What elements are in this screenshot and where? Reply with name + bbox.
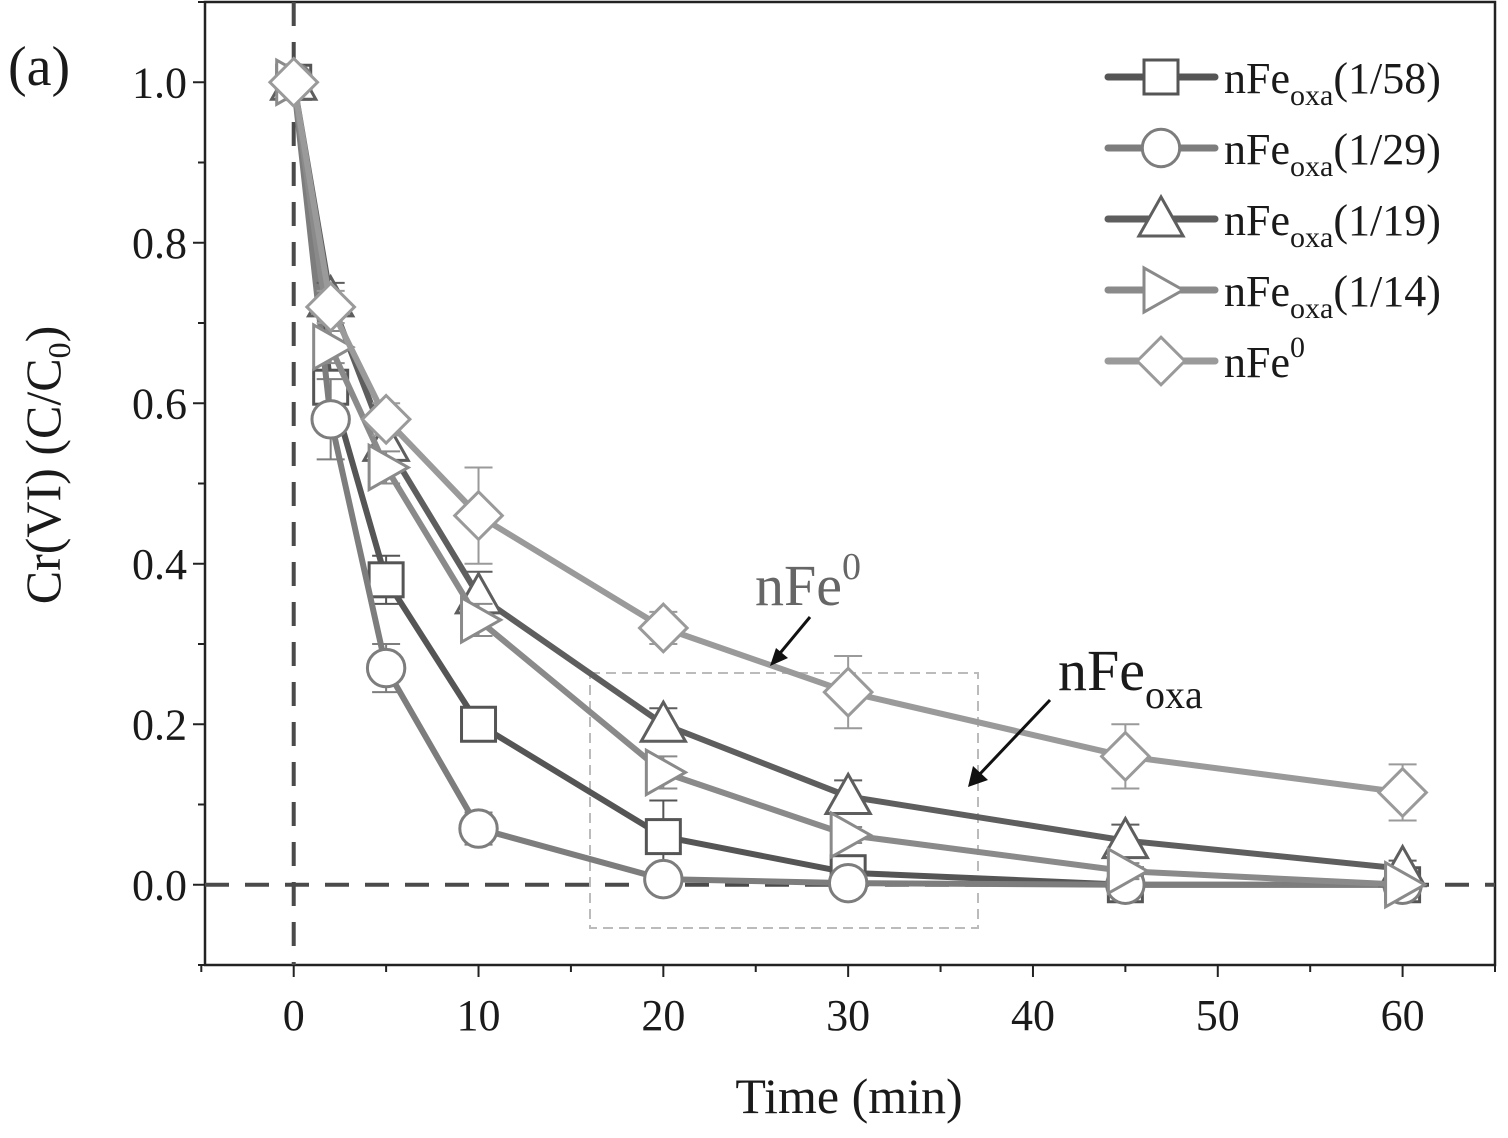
legend-label-main: nFe xyxy=(1224,338,1290,387)
x-tick-label: 30 xyxy=(826,991,870,1040)
annotation-main: nFe xyxy=(755,553,842,618)
legend-entry: nFeoxa(1/19) xyxy=(1104,193,1441,254)
data-point xyxy=(458,808,499,849)
legend-label-suffix: (1/14) xyxy=(1333,267,1441,316)
arrow-nfe0 xyxy=(774,616,812,659)
y-tick-label: 0.6 xyxy=(132,379,187,428)
data-point xyxy=(365,647,407,689)
panel-label: (a) xyxy=(8,36,70,98)
legend-entry: nFeoxa(1/58) xyxy=(1104,54,1441,112)
annotation-sub: oxa xyxy=(1145,672,1203,717)
legend-label-suffix: (1/19) xyxy=(1333,196,1441,245)
data-point xyxy=(1376,766,1429,819)
legend-label-main: nFe xyxy=(1224,267,1290,316)
annotation-main: nFe xyxy=(1058,638,1145,703)
arrowhead-nfe0 xyxy=(770,648,788,666)
y-tick-label: 0.0 xyxy=(132,861,187,910)
series-triangle-up xyxy=(269,57,1428,888)
data-point xyxy=(312,322,356,372)
legend: nFeoxa(1/58)nFeoxa(1/29)nFeoxa(1/19)nFeo… xyxy=(1104,54,1441,387)
series-line xyxy=(290,81,1403,796)
annotation-sup: 0 xyxy=(842,546,861,588)
data-point xyxy=(823,771,873,815)
y-axis-label: Cr(VI) (C/C0) xyxy=(15,326,77,604)
y-tick-label: 0.8 xyxy=(132,219,187,268)
data-point xyxy=(267,56,320,109)
series-line xyxy=(290,81,1403,888)
data-point xyxy=(360,393,413,446)
x-tick-label: 40 xyxy=(1011,991,1055,1040)
data-point xyxy=(1099,730,1152,783)
legend-label: nFe0 xyxy=(1224,331,1305,387)
legend-entry: nFe0 xyxy=(1104,331,1305,387)
legend-label-suffix: (1/58) xyxy=(1333,54,1441,103)
data-point xyxy=(644,747,689,798)
legend-label-sub: oxa xyxy=(1290,79,1333,112)
legend-marker xyxy=(1142,265,1187,315)
y-axis-label-end: ) xyxy=(15,326,71,343)
arrowhead-nfeoxa xyxy=(968,766,988,787)
legend-marker xyxy=(1136,193,1186,238)
legend-marker xyxy=(1135,335,1187,387)
data-point xyxy=(822,666,875,719)
x-tick-label: 0 xyxy=(283,991,305,1040)
data-point xyxy=(643,858,684,900)
legend-label-sub: oxa xyxy=(1290,150,1333,183)
data-point xyxy=(644,818,682,856)
data-point xyxy=(829,810,874,860)
arrow-nfeoxa xyxy=(976,698,1052,778)
annotation-nfe0: nFe0 xyxy=(755,546,861,618)
x-axis-label: Time (min) xyxy=(735,1068,962,1124)
legend-marker xyxy=(1140,127,1182,169)
legend-label-main: nFe xyxy=(1224,125,1290,174)
axes: 0 10 20 30 40 50 60 0.0 0.2 0.4 0.6 0.8 1.0 xyxy=(132,0,1497,1040)
x-tick-label: 60 xyxy=(1381,991,1425,1040)
data-point xyxy=(367,442,412,493)
data-point xyxy=(367,561,405,599)
data-point xyxy=(310,399,351,440)
legend-label: nFeoxa(1/14) xyxy=(1224,267,1441,325)
legend-entry: nFeoxa(1/29) xyxy=(1104,125,1441,183)
data-point xyxy=(1106,846,1151,896)
data-point xyxy=(460,595,504,645)
legend-entry: nFeoxa(1/14) xyxy=(1104,265,1441,325)
series-line xyxy=(290,81,1403,888)
x-tick-label: 20 xyxy=(641,991,685,1040)
y-tick-label: 0.2 xyxy=(132,700,187,749)
y-axis-label-sub: 0 xyxy=(41,342,77,358)
x-tick-label: 50 xyxy=(1196,991,1240,1040)
data-point xyxy=(460,705,498,743)
series-diamond xyxy=(267,56,1429,822)
data-point xyxy=(827,862,869,904)
legend-label: nFeoxa(1/58) xyxy=(1224,54,1441,112)
legend-label-sub: oxa xyxy=(1290,292,1333,325)
data-point xyxy=(638,699,689,743)
y-tick-label: 1.0 xyxy=(132,58,187,107)
legend-label-main: nFe xyxy=(1224,54,1290,103)
y-tick-label: 0.4 xyxy=(132,540,187,589)
y-axis-label-main: Cr(VI) (C/C xyxy=(15,358,71,604)
data-point xyxy=(1384,860,1428,910)
legend-label-main: nFe xyxy=(1224,196,1290,245)
data-point xyxy=(304,281,357,333)
annotation-nfeoxa: nFeoxa xyxy=(1058,638,1203,717)
series-triangle-right xyxy=(275,57,1428,910)
legend-label: nFeoxa(1/19) xyxy=(1224,196,1441,254)
x-tick-label: 10 xyxy=(457,991,501,1040)
series-group xyxy=(267,56,1429,910)
legend-marker xyxy=(1142,58,1180,96)
legend-label-sub: oxa xyxy=(1290,221,1333,254)
data-point xyxy=(452,489,505,542)
legend-label: nFeoxa(1/29) xyxy=(1224,125,1441,183)
legend-label-suffix: (1/29) xyxy=(1333,125,1441,174)
legend-label-sup: 0 xyxy=(1290,331,1305,364)
data-point xyxy=(637,602,690,654)
